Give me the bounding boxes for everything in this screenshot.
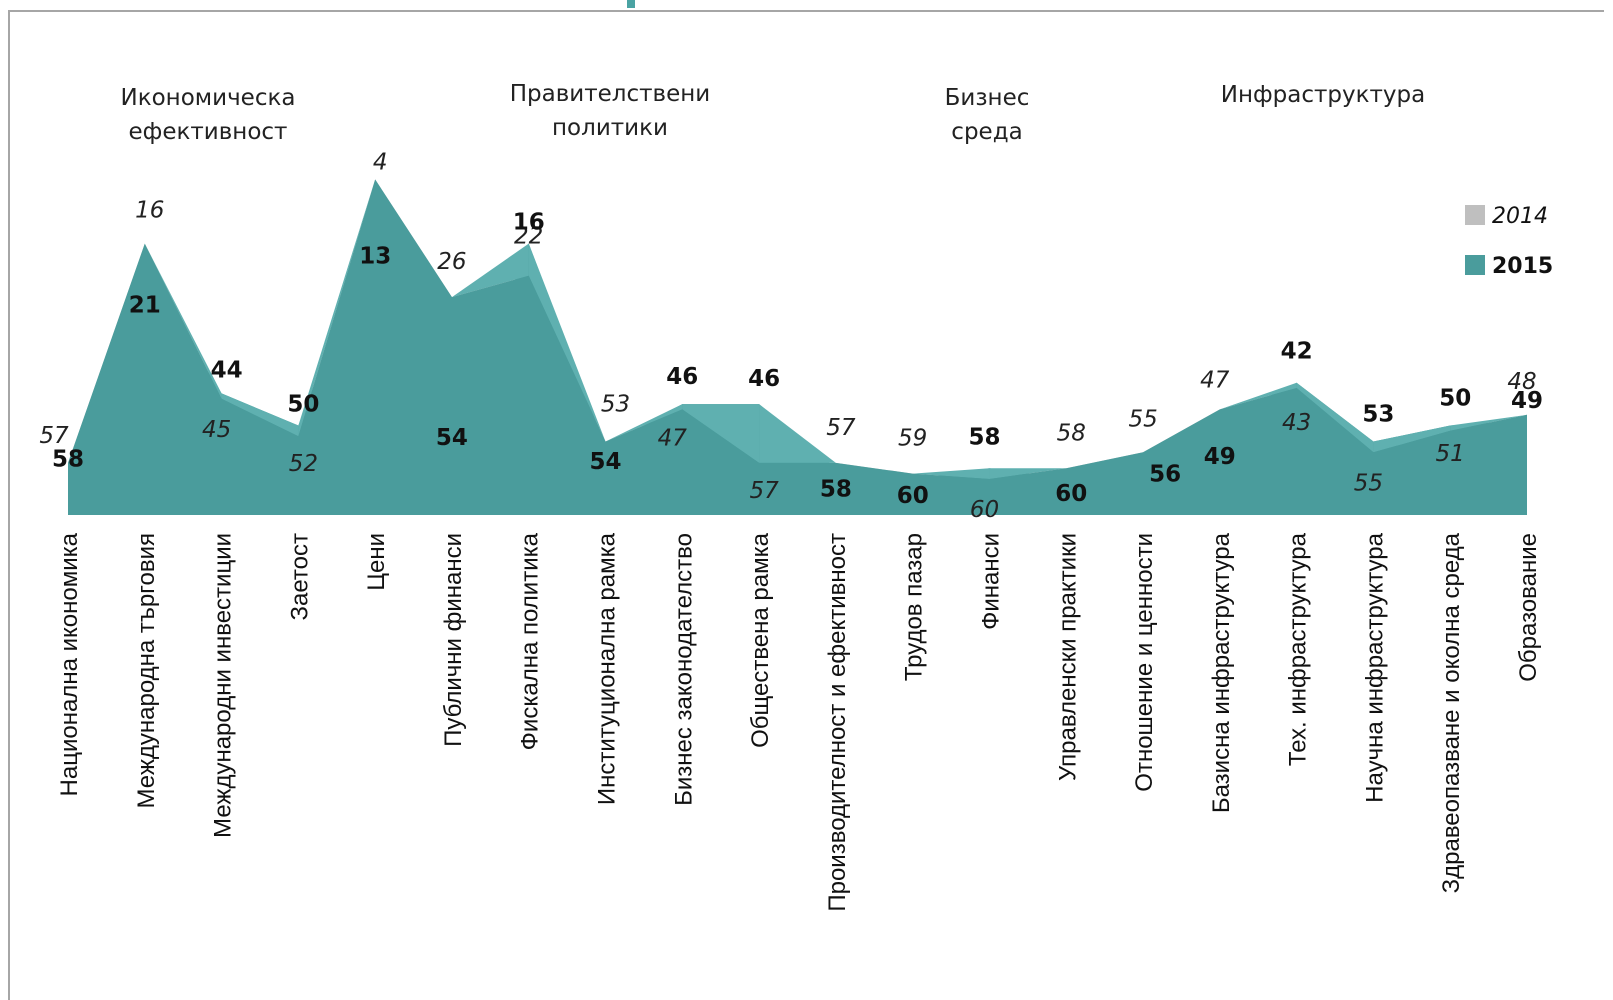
data-label-2014-17: 55 (1354, 470, 1383, 496)
data-label-2015-19: 49 (1511, 388, 1543, 414)
area-2015-above-2014 (1219, 382, 1297, 410)
area-2015-above-2014 (1450, 414, 1527, 431)
area-2015-above-2014 (912, 468, 990, 479)
data-label-2014-9: 57 (749, 478, 779, 504)
area-2015-above-2014 (298, 179, 376, 437)
category-label-5: Публични финанси (440, 533, 467, 747)
legend-label-2014: 2014 (1492, 204, 1548, 229)
category-label-0: Национална икономика (56, 532, 83, 796)
area-2015-above-2014 (759, 404, 836, 463)
data-label-2014-2: 45 (202, 417, 231, 443)
group-label-0-line-0: Икономическа (121, 85, 296, 111)
data-label-2014-18: 51 (1436, 441, 1465, 467)
area-2015-above-2014 (528, 243, 606, 442)
data-label-2014-5: 26 (437, 249, 466, 275)
data-label-2014-4: 4 (373, 149, 388, 175)
data-label-2015-8: 46 (666, 364, 698, 390)
category-label-18: Здравеопазване и околна среда (1438, 532, 1465, 893)
data-label-2014-3: 52 (289, 451, 318, 477)
data-label-2015-15: 49 (1204, 444, 1236, 470)
data-label-2015-7: 54 (589, 449, 621, 475)
category-label-1: Международна търговия (133, 533, 160, 809)
data-label-2015-12: 58 (968, 424, 1000, 450)
data-label-2014-6: 22 (514, 224, 543, 250)
legend-label-2015: 2015 (1492, 254, 1553, 279)
data-label-2014-14: 55 (1128, 406, 1157, 432)
data-label-2014-10: 57 (826, 415, 856, 441)
data-label-2015-2: 44 (211, 357, 243, 383)
data-label-2015-10: 58 (820, 476, 852, 502)
data-label-2014-7: 53 (601, 392, 630, 418)
legend-swatch-2014 (1465, 205, 1485, 225)
category-label-14: Отношение и ценности (1131, 533, 1158, 792)
data-label-2014-11: 59 (898, 426, 927, 452)
area-2015-above-2014 (144, 243, 222, 399)
data-label-2014-12: 60 (970, 497, 999, 523)
category-label-10: Производителност и ефективност (824, 533, 851, 912)
data-label-2014-13: 58 (1057, 420, 1086, 446)
area-2015-above-2014 (1296, 382, 1374, 453)
data-label-2014-1: 16 (135, 198, 164, 224)
group-label-0-line-1: ефективност (129, 119, 288, 145)
category-label-3: Заетост (286, 533, 313, 620)
category-label-9: Обществена рамка (747, 532, 774, 748)
category-label-17: Научна инфраструктура (1361, 532, 1388, 802)
data-label-2015-1: 21 (129, 292, 161, 318)
area-2015-above-2014 (451, 243, 529, 298)
data-label-2015-0: 58 (52, 446, 84, 472)
data-label-2014-19: 48 (1507, 369, 1536, 395)
data-label-2015-6: 16 (513, 210, 545, 236)
data-label-2014-16: 43 (1282, 410, 1311, 436)
category-label-12: Финанси (977, 533, 1004, 630)
data-labels: 57 16 45 52 4 26 22 53 47 57 57 59 60 58 55 47 43 55 51 48 5… (39, 149, 1543, 523)
top-accent-mark (627, 0, 635, 8)
category-label-4: Цени (363, 533, 390, 591)
data-label-2015-3: 50 (287, 392, 319, 418)
data-label-2015-18: 50 (1439, 386, 1471, 412)
category-label-11: Трудов пазар (901, 533, 928, 681)
data-label-2015-5: 54 (436, 425, 468, 451)
data-label-2015-9: 46 (748, 366, 780, 392)
category-label-8: Бизнес законодателство (670, 533, 697, 806)
area-2015-above-2014 (221, 393, 299, 437)
legend: 2014 2015 (1465, 204, 1553, 279)
data-label-2015-4: 13 (359, 244, 391, 270)
group-label-3-line-0: Инфраструктура (1221, 82, 1425, 108)
legend-swatch-2015 (1465, 255, 1485, 275)
category-label-15: Базисна инфраструктура (1208, 532, 1235, 813)
chart-frame (8, 10, 1604, 1000)
data-label-2014-8: 47 (658, 425, 688, 451)
category-label-2: Международни инвестиции (210, 533, 237, 838)
category-labels: Национална икономика Международна търгови… (56, 532, 1542, 911)
group-labels: Икономическа ефективност Правителствени пол… (121, 81, 1426, 145)
group-label-1-line-1: политики (552, 115, 668, 141)
data-label-2015-14: 56 (1149, 462, 1181, 488)
chart-areas (68, 179, 1527, 515)
area-2015-above-2014 (605, 404, 683, 442)
area-2015-above-2014 (989, 468, 1067, 479)
data-label-2014-15: 47 (1200, 367, 1230, 393)
category-label-16: Тех. инфраструктура (1285, 532, 1312, 766)
category-label-19: Образование (1515, 533, 1542, 682)
group-label-1-line-0: Правителствени (510, 81, 710, 107)
data-label-2015-13: 60 (1055, 481, 1087, 507)
area-2015-above-2014 (682, 404, 760, 463)
category-label-6: Фискална политика (517, 532, 544, 750)
group-label-2-line-1: среда (951, 119, 1022, 145)
area-2015-above-2014 (1373, 425, 1451, 453)
data-label-2014-0: 57 (39, 423, 69, 449)
data-label-2015-17: 53 (1362, 402, 1394, 428)
data-label-2015-11: 60 (897, 483, 929, 509)
group-label-2-line-0: Бизнес (945, 85, 1030, 111)
category-label-7: Институционална рамка (594, 532, 621, 805)
data-label-2015-16: 42 (1281, 339, 1313, 365)
category-label-13: Управленски практики (1054, 533, 1081, 781)
area-2015-core (68, 179, 1527, 515)
